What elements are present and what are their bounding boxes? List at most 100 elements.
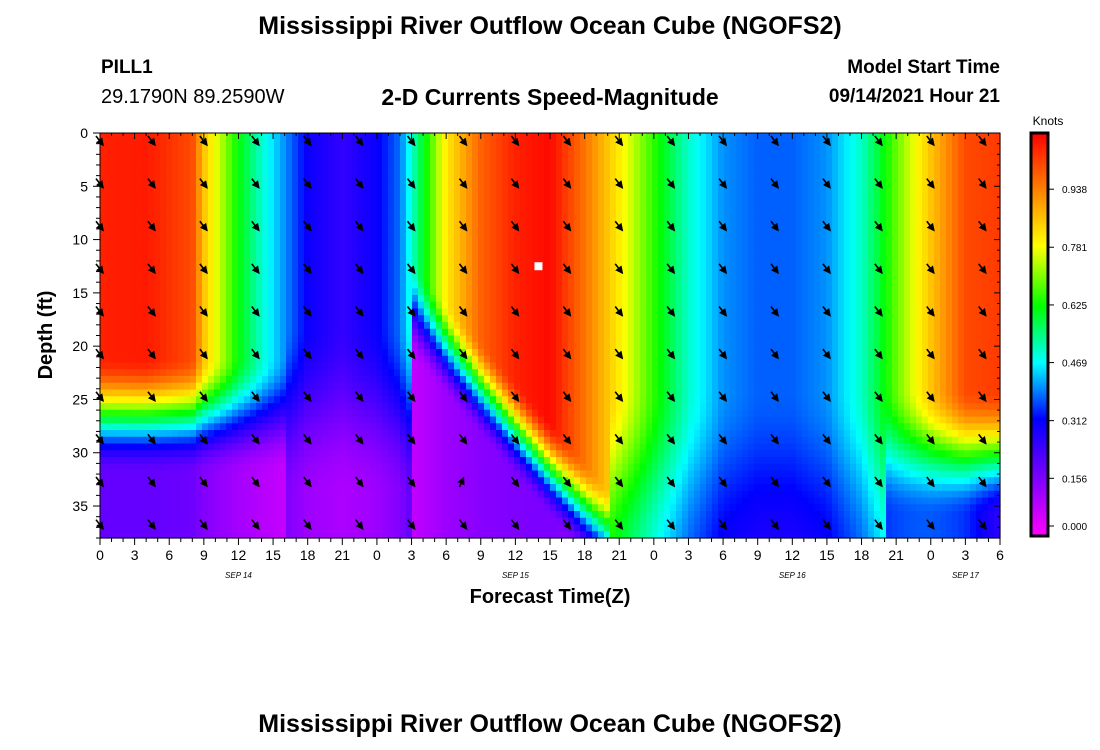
- heatmap-cell: [358, 322, 365, 330]
- heatmap-cell: [430, 423, 437, 431]
- heatmap-cell: [442, 376, 449, 384]
- heatmap-cell: [268, 247, 275, 256]
- heatmap-cell: [136, 220, 143, 229]
- heatmap-cell: [226, 322, 233, 330]
- heatmap-cell: [352, 281, 359, 289]
- heatmap-cell: [238, 335, 245, 343]
- heatmap-cell: [580, 504, 587, 512]
- heatmap-cell: [418, 227, 425, 235]
- heatmap-cell: [502, 342, 509, 350]
- heatmap-cell: [580, 328, 587, 337]
- heatmap-cell: [190, 517, 197, 526]
- heatmap-cell: [394, 200, 401, 208]
- heatmap-cell: [466, 268, 473, 276]
- heatmap-cell: [370, 484, 377, 492]
- heatmap-cell: [154, 443, 161, 451]
- heatmap-cell: [520, 450, 527, 458]
- heatmap-cell: [262, 315, 269, 323]
- heatmap-cell: [382, 409, 389, 418]
- heatmap-cell: [334, 146, 341, 154]
- heatmap-cell: [466, 281, 473, 289]
- heatmap-cell: [208, 349, 215, 357]
- heatmap-cell: [310, 173, 317, 181]
- heatmap-cell: [178, 200, 185, 208]
- heatmap-cell: [370, 423, 377, 431]
- heatmap-cell: [256, 403, 263, 411]
- heatmap-cell: [448, 328, 455, 337]
- heatmap-cell: [520, 376, 527, 384]
- heatmap-cell: [496, 463, 503, 472]
- heatmap-cell: [532, 200, 539, 208]
- heatmap-cell: [316, 450, 323, 458]
- heatmap-cell: [298, 484, 305, 492]
- heatmap-cell: [556, 443, 563, 451]
- heatmap-cell: [154, 524, 161, 532]
- heatmap-cell: [124, 497, 131, 505]
- heatmap-cell: [382, 423, 389, 431]
- heatmap-cell: [460, 369, 467, 377]
- heatmap-cell: [412, 214, 419, 222]
- heatmap-cell: [448, 382, 455, 391]
- heatmap-cell: [394, 484, 401, 492]
- heatmap-cell: [322, 288, 329, 296]
- heatmap-cell: [130, 335, 137, 343]
- heatmap-cell: [358, 241, 365, 249]
- heatmap-cell: [106, 457, 113, 465]
- heatmap-cell: [268, 504, 275, 512]
- heatmap-cell: [304, 463, 311, 472]
- heatmap-cell: [532, 308, 539, 316]
- heatmap-cell: [340, 376, 347, 384]
- heatmap-cell: [394, 382, 401, 391]
- heatmap-cell: [286, 362, 293, 370]
- heatmap-cell: [382, 247, 389, 256]
- heatmap-cell: [418, 268, 425, 276]
- heatmap-cell: [574, 160, 581, 168]
- heatmap-cell: [172, 234, 179, 242]
- heatmap-cell: [304, 376, 311, 384]
- heatmap-cell: [196, 443, 203, 451]
- heatmap-cell: [556, 308, 563, 316]
- heatmap-cell: [310, 342, 317, 350]
- heatmap-cell: [556, 160, 563, 168]
- heatmap-cell: [352, 450, 359, 458]
- heatmap-cell: [208, 497, 215, 505]
- heatmap-cell: [352, 139, 359, 148]
- heatmap-cell: [112, 166, 119, 175]
- heatmap-cell: [586, 295, 593, 303]
- heatmap-cell: [292, 328, 299, 337]
- heatmap-cell: [328, 166, 335, 175]
- heatmap-cell: [274, 241, 281, 249]
- heatmap-cell: [124, 443, 131, 451]
- heatmap-cell: [484, 200, 491, 208]
- heatmap-cell: [142, 133, 149, 141]
- heatmap-cell: [340, 241, 347, 249]
- heatmap-cell: [298, 315, 305, 323]
- heatmap-cell: [352, 524, 359, 532]
- heatmap-cell: [298, 200, 305, 208]
- heatmap-cell: [112, 376, 119, 384]
- heatmap-cell: [394, 477, 401, 485]
- heatmap-cell: [226, 268, 233, 276]
- heatmap-cell: [586, 423, 593, 431]
- heatmap-cell: [376, 409, 383, 418]
- heatmap-cell: [214, 477, 221, 485]
- heatmap-cell: [184, 342, 191, 350]
- heatmap-cell: [202, 173, 209, 181]
- heatmap-cell: [274, 234, 281, 242]
- heatmap-cell: [232, 160, 239, 168]
- heatmap-cell: [292, 153, 299, 161]
- heatmap-cell: [280, 349, 287, 357]
- heatmap-cell: [142, 200, 149, 208]
- heatmap-cell: [478, 227, 485, 235]
- heatmap-cell: [142, 355, 149, 364]
- heatmap-cell: [412, 254, 419, 262]
- heatmap-cell: [154, 423, 161, 431]
- heatmap-cell: [346, 430, 353, 438]
- heatmap-cell: [352, 376, 359, 384]
- heatmap-cell: [184, 443, 191, 451]
- heatmap-cell: [520, 180, 527, 188]
- heatmap-cell: [448, 403, 455, 411]
- heatmap-cell: [592, 382, 599, 391]
- heatmap-cell: [502, 349, 509, 357]
- heatmap-cell: [226, 166, 233, 175]
